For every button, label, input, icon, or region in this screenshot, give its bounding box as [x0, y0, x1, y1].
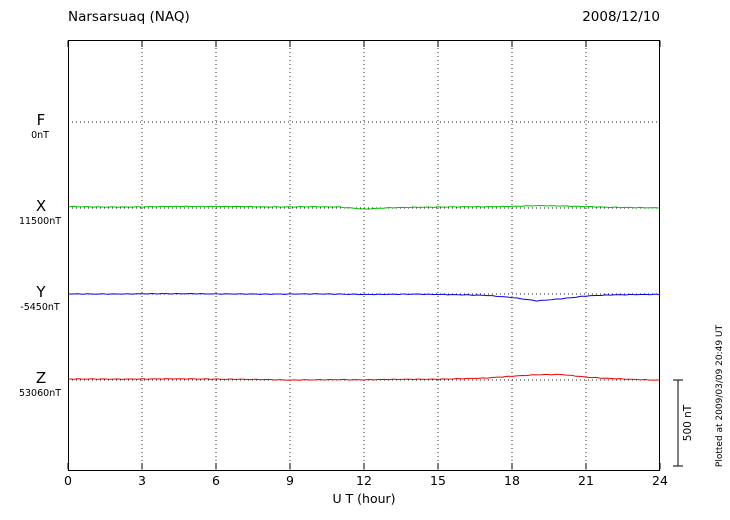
series-letter-F: F [37, 111, 46, 129]
x-axis-title: U T (hour) [332, 491, 395, 506]
x-tick-label: 6 [212, 473, 220, 488]
series-letter-X: X [36, 197, 46, 215]
x-tick-label: 15 [430, 473, 446, 488]
scale-bar-label: 500 nT [682, 404, 694, 441]
gridlines [141, 40, 587, 470]
series-letter-Z: Z [36, 369, 46, 387]
axis-ticks [67, 40, 661, 470]
x-tick-label: 12 [356, 473, 372, 488]
x-tick-label: 9 [286, 473, 294, 488]
series-baseline-value-Z: 53060nT [19, 388, 61, 399]
traces [67, 205, 661, 381]
trace-Z [67, 373, 661, 381]
x-tick-label: 3 [138, 473, 146, 488]
x-tick-label: 0 [64, 473, 72, 488]
trace-Y [67, 292, 661, 302]
axis-tick-labels: 0 3 6 9 12 15 18 21 24 [64, 473, 668, 488]
series-baseline-value-F: 0nT [31, 130, 49, 141]
plotted-at-note: Plotted at 2009/03/09 20:49 UT [715, 324, 725, 467]
x-tick-label: 18 [504, 473, 520, 488]
series-letter-Y: Y [35, 283, 46, 301]
series-baseline-value-X: 11500nT [19, 216, 61, 227]
x-tick-label: 24 [652, 473, 668, 488]
trace-X [67, 205, 661, 210]
date-label: 2008/12/10 [582, 9, 660, 25]
x-tick-label: 21 [578, 473, 594, 488]
series-baseline-value-Y: -5450nT [20, 302, 60, 313]
scale-bar [673, 379, 683, 467]
page-title: Narsarsuaq (NAQ) [68, 9, 190, 25]
